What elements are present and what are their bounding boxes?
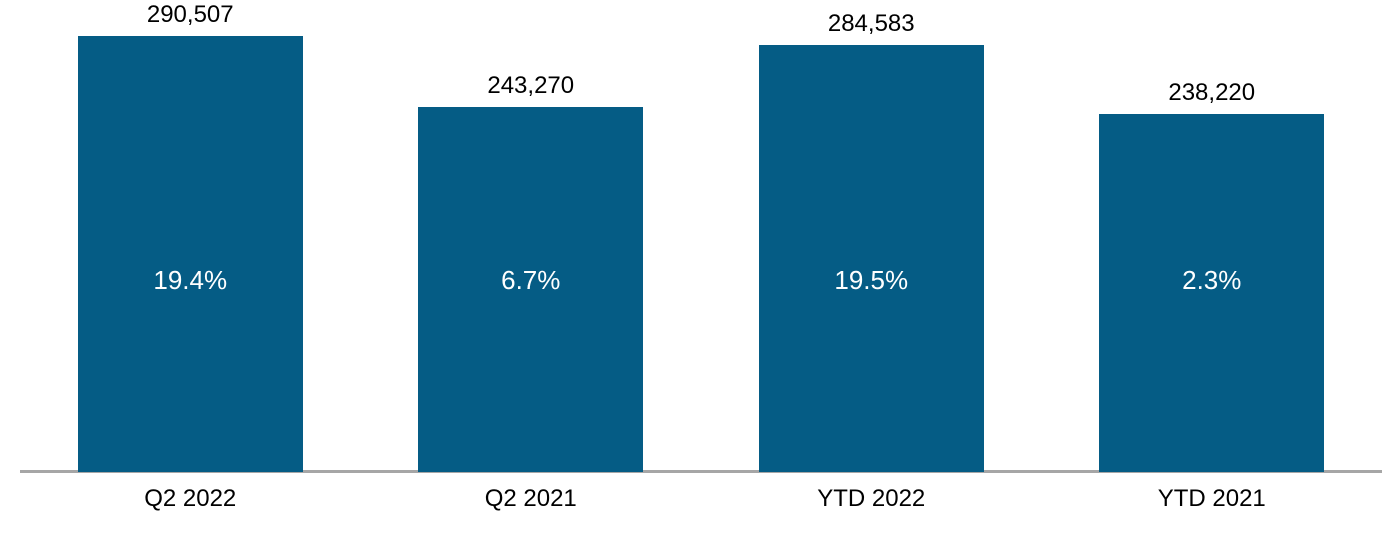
value-label: 243,270	[487, 72, 575, 99]
percent-label: 19.5%	[834, 265, 909, 295]
bar	[758, 45, 984, 472]
x-axis-line	[20, 470, 1382, 473]
value-label: 238,220	[1168, 79, 1256, 106]
bar-group: 243,270 6.7% Q2 2021	[418, 0, 644, 538]
category-label: YTD 2022	[817, 485, 926, 512]
category-label: YTD 2021	[1157, 485, 1266, 512]
percent-label: 6.7%	[501, 265, 561, 295]
category-label: Q2 2022	[144, 485, 237, 512]
bar	[418, 107, 644, 472]
percent-label: 19.4%	[153, 265, 228, 295]
bar-group: 290,507 19.4% Q2 2022	[77, 0, 303, 538]
category-label: Q2 2021	[484, 485, 577, 512]
bar-group: 284,583 19.5% YTD 2022	[758, 0, 984, 538]
value-label: 284,583	[827, 10, 915, 37]
percent-label: 2.3%	[1182, 265, 1242, 295]
bar	[77, 36, 303, 472]
bar-group: 238,220 2.3% YTD 2021	[1099, 0, 1325, 538]
bar	[1099, 114, 1325, 472]
value-label: 290,507	[146, 1, 234, 28]
